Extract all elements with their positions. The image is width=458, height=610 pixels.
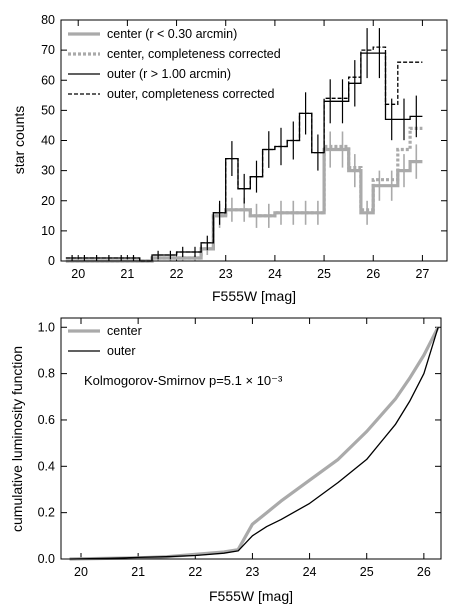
y-tick-label: 30	[41, 164, 55, 178]
x-tick-label: 20	[74, 565, 88, 579]
x-tick-label: 27	[415, 267, 429, 281]
y-tick-label: 80	[41, 13, 55, 27]
x-tick-label: 22	[188, 565, 202, 579]
cumulative-panel: 20 21 22 23 24 25 26 0.0 0.2 0.4 0.6 0.8 1.0 center o…	[9, 317, 442, 604]
cumulative-legend: center outer	[68, 324, 142, 358]
cumulative-y-axis-label: cumulative luminosity function	[9, 346, 25, 532]
cumulative-plot-area	[61, 318, 441, 559]
x-tick-label: 25	[360, 565, 374, 579]
x-tick-label: 23	[245, 565, 259, 579]
x-tick-label: 23	[219, 267, 233, 281]
cumulative-ticks: 20 21 22 23 24 25 26 0.0 0.2 0.4 0.6 0.8 1.0	[38, 318, 441, 579]
histogram-frame	[60, 19, 448, 262]
y-tick-label: 20	[41, 194, 55, 208]
ks-annotation: Kolmogorov-Smirnov p=5.1 × 10⁻³	[84, 373, 283, 388]
histogram-x-axis-label: F555W [mag]	[212, 288, 296, 304]
x-tick-label: 26	[366, 267, 380, 281]
x-tick-label: 26	[417, 565, 431, 579]
y-tick-label: 10	[41, 224, 55, 238]
x-tick-label: 20	[71, 267, 85, 281]
y-tick-label: 0.2	[38, 506, 55, 520]
y-tick-label: 60	[41, 73, 55, 87]
cumulative-frame	[60, 317, 442, 560]
x-tick-label: 21	[120, 267, 134, 281]
legend-label: center	[107, 324, 142, 338]
y-tick-label: 40	[41, 134, 55, 148]
legend-label: center, completeness corrected	[107, 47, 281, 61]
histogram-ticks: 20 21 22 23 24 25 26 27 0 10 20 30 40 50 60 70 80	[41, 13, 447, 281]
cumulative-marks	[69, 326, 440, 561]
histogram-y-axis-label: star counts	[11, 106, 27, 174]
y-tick-label: 0	[48, 254, 55, 268]
legend-label: outer, completeness corrected	[107, 87, 274, 101]
cumulative-line-outer	[69, 327, 439, 560]
y-tick-label: 0.8	[38, 367, 55, 381]
cumulative-line-center	[69, 326, 440, 561]
y-tick-label: 0.0	[38, 552, 55, 566]
y-tick-label: 0.4	[38, 459, 55, 473]
x-tick-label: 24	[268, 267, 282, 281]
y-tick-label: 70	[41, 43, 55, 57]
histogram-panel: 20 21 22 23 24 25 26 27 0 10 20 30 40 50 60 70 80 center…	[11, 13, 448, 304]
histogram-legend: center (r < 0.30 arcmin) center, complete…	[68, 27, 281, 101]
y-tick-label: 0.6	[38, 413, 55, 427]
legend-label: center (r < 0.30 arcmin)	[107, 27, 237, 41]
histogram-plot-area	[61, 20, 447, 261]
cumulative-x-axis-label: F555W [mag]	[209, 588, 293, 604]
x-tick-label: 22	[170, 267, 184, 281]
x-tick-label: 24	[303, 565, 317, 579]
x-tick-label: 21	[131, 565, 145, 579]
legend-label: outer	[107, 344, 136, 358]
legend-label: outer (r > 1.00 arcmin)	[107, 67, 231, 81]
y-tick-label: 1.0	[38, 320, 55, 334]
x-tick-label: 25	[317, 267, 331, 281]
y-tick-label: 50	[41, 103, 55, 117]
